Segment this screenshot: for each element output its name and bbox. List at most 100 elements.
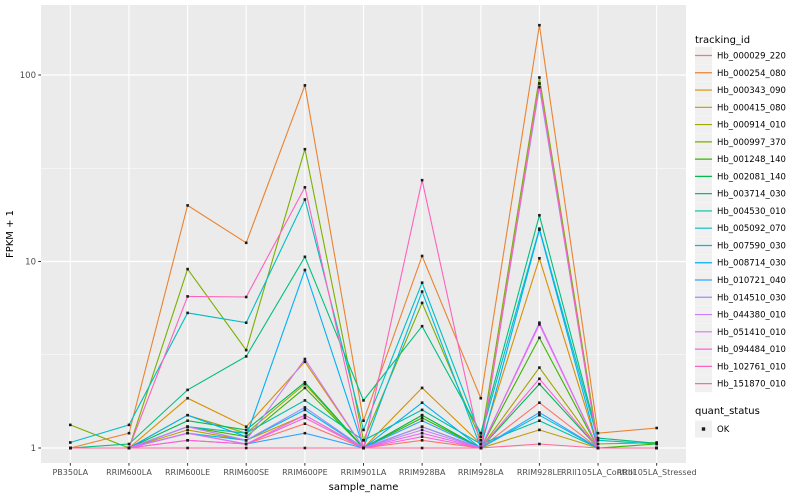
data-point <box>244 241 248 245</box>
data-point <box>303 360 307 364</box>
legend-label: Hb_051410_010 <box>717 328 786 338</box>
legend-item: Hb_000914_010 <box>695 116 786 134</box>
data-point <box>538 76 541 79</box>
data-point <box>362 419 365 422</box>
legend-label: Hb_014510_030 <box>717 293 786 303</box>
legend-item: Hb_000415_080 <box>695 98 786 116</box>
data-point <box>303 406 307 409</box>
legend-item: Hb_044380_010 <box>695 306 786 324</box>
data-point <box>244 435 248 438</box>
data-point <box>303 357 307 361</box>
quant-legend-item: OK <box>695 420 730 438</box>
data-point <box>538 257 541 260</box>
data-point <box>303 416 307 420</box>
data-point <box>186 267 189 271</box>
legend-item: Hb_007590_030 <box>695 236 786 254</box>
data-point <box>303 382 307 386</box>
data-point <box>186 388 189 392</box>
y-tick-label: 100 <box>20 71 36 81</box>
y-tick-label: 10 <box>25 258 36 268</box>
legend-label: Hb_000254_080 <box>717 69 786 79</box>
data-point <box>244 295 248 299</box>
data-point <box>127 446 131 450</box>
legend-label: Hb_000914_010 <box>717 121 786 131</box>
x-axis-title: sample_name <box>329 482 399 493</box>
data-point <box>538 413 541 417</box>
data-point <box>420 290 424 293</box>
legend-label: Hb_000343_090 <box>717 86 786 96</box>
legend-item: Hb_051410_010 <box>695 323 786 341</box>
legend-title: tracking_id <box>695 35 750 46</box>
legend-item: Hb_000343_090 <box>695 81 786 99</box>
legend-item: Hb_005092_070 <box>695 219 786 237</box>
x-tick-label: RRII105LA_Stressed <box>617 468 697 477</box>
legend-label: Hb_044380_010 <box>717 311 786 321</box>
data-point <box>244 425 248 428</box>
data-point <box>420 425 424 428</box>
data-point <box>420 254 424 258</box>
data-point <box>244 321 248 324</box>
quant-legend-title: quant_status <box>695 406 760 417</box>
data-point <box>303 413 307 417</box>
data-point <box>244 428 248 432</box>
data-point <box>420 401 424 404</box>
legend-item: Hb_008714_030 <box>695 254 786 272</box>
data-point <box>479 431 483 435</box>
data-point <box>303 399 307 402</box>
data-point <box>244 439 248 442</box>
data-point <box>420 446 424 450</box>
legend-quant-status: quant_status OK <box>695 406 760 438</box>
data-point <box>538 85 541 89</box>
legend-label: Hb_007590_030 <box>717 241 786 251</box>
legend-item: Hb_003714_030 <box>695 185 786 203</box>
data-point <box>186 425 189 428</box>
data-point <box>303 255 307 259</box>
data-point <box>596 439 600 442</box>
data-point <box>186 446 189 450</box>
legend-label: Hb_008714_030 <box>717 259 786 269</box>
legend-item: Hb_000997_370 <box>695 133 786 151</box>
data-point <box>186 311 189 315</box>
data-point <box>244 446 248 450</box>
data-point <box>244 431 248 435</box>
data-point <box>538 228 541 231</box>
legend-label: Hb_000415_080 <box>717 103 786 113</box>
data-point <box>420 324 424 328</box>
x-tick-label: RRIM928LA <box>458 468 504 477</box>
legend-label: Hb_001248_140 <box>717 155 786 165</box>
data-point <box>538 419 541 422</box>
data-point <box>186 204 189 207</box>
data-point <box>655 442 658 446</box>
legend-item: Hb_004530_010 <box>695 202 786 220</box>
data-point <box>420 435 424 438</box>
data-point <box>303 381 307 384</box>
data-point <box>420 428 424 432</box>
data-point <box>538 82 541 85</box>
legend-label: Hb_002081_140 <box>717 172 786 182</box>
data-point <box>538 321 541 324</box>
data-point <box>538 401 541 404</box>
data-point <box>362 428 365 432</box>
data-point <box>69 446 72 450</box>
data-point <box>362 399 365 402</box>
data-point <box>538 323 541 326</box>
data-point <box>420 439 424 442</box>
x-tick-label: RRIM600SE <box>223 468 269 477</box>
data-point <box>538 382 541 386</box>
data-point <box>69 441 72 444</box>
data-point <box>127 431 131 435</box>
data-point <box>420 178 424 182</box>
x-tick-label: RRII105LA_Control <box>561 468 635 477</box>
data-point <box>186 396 189 400</box>
data-point <box>303 446 307 450</box>
legend-label: Hb_094484_010 <box>717 345 786 355</box>
data-point <box>596 431 600 435</box>
x-tick-label: RRIM600LE <box>165 468 210 477</box>
legend-item: Hb_014510_030 <box>695 288 786 306</box>
data-point <box>420 431 424 435</box>
legend-item: Hb_094484_010 <box>695 340 786 358</box>
y-axis-title: FPKM + 1 <box>5 210 16 258</box>
data-point <box>186 431 189 435</box>
data-point <box>303 186 307 189</box>
